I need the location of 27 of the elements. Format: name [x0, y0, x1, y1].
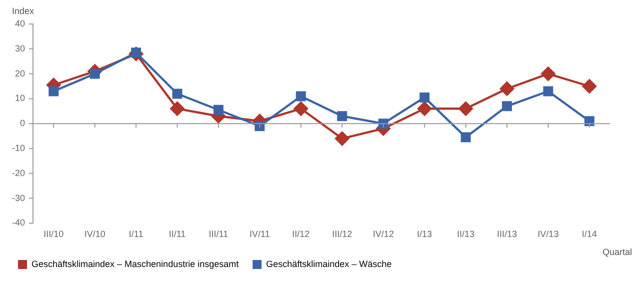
x-tick-label: II/11 [168, 229, 186, 240]
y-tick-label: 30 [14, 43, 26, 54]
x-axis-title: Quartal [602, 246, 632, 257]
x-tick-label: IV/10 [84, 229, 106, 240]
y-tick-label: -20 [12, 168, 26, 178]
legend-label: Geschäftsklimaindex – Maschenindustrie insgesamt [32, 258, 240, 269]
x-tick-label: IV/12 [372, 229, 394, 240]
x-tick-label: III/13 [496, 229, 517, 240]
x-tick-label: II/13 [456, 229, 475, 240]
x-tick-label: II/12 [292, 229, 310, 240]
y-axis-title: Index [12, 6, 35, 16]
y-tick-label: -30 [12, 192, 26, 203]
y-tick-label: -40 [12, 218, 26, 228]
y-tick-label: 40 [14, 18, 26, 28]
x-tick-label: III/12 [332, 229, 352, 240]
y-tick-label: -10 [12, 142, 26, 153]
x-tick-label: III/10 [44, 229, 64, 240]
legend-label: Geschäftsklimaindex – Wäsche [266, 258, 392, 269]
x-tick-label: IV/11 [250, 229, 270, 240]
x-tick-label: I/11 [128, 229, 144, 240]
y-tick-label: 10 [14, 93, 26, 104]
x-tick-label: IV/13 [538, 229, 559, 240]
y-tick-label: 20 [14, 68, 26, 78]
x-tick-label: I/13 [417, 229, 432, 240]
y-tick-label: 0 [20, 118, 26, 128]
x-tick-label: III/11 [208, 229, 228, 240]
x-tick-label: I/14 [582, 229, 597, 240]
